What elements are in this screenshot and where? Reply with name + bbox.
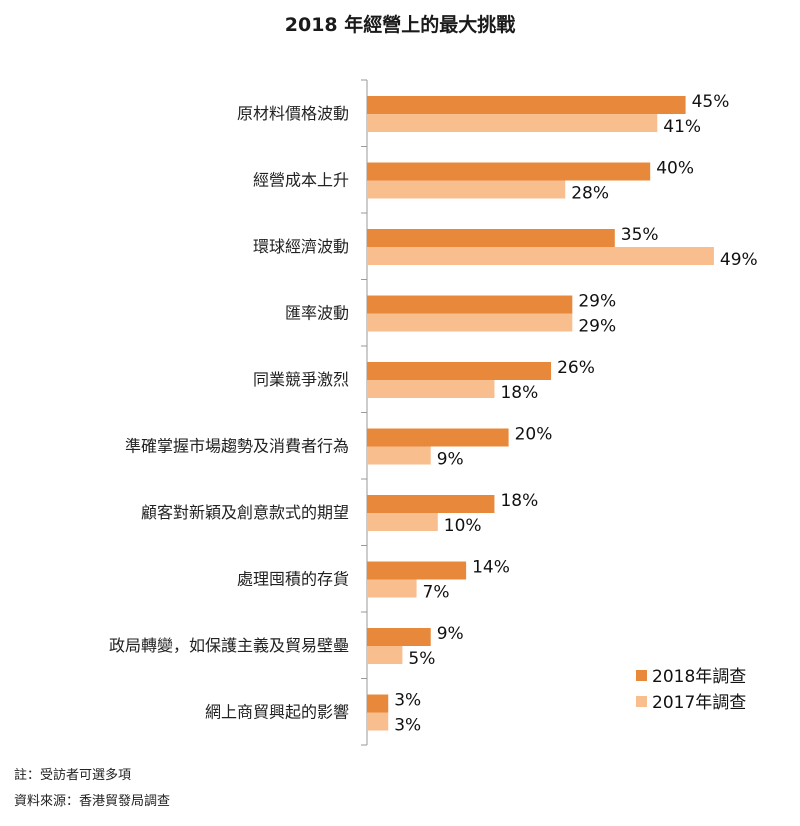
bar-2017: [367, 180, 566, 199]
bar-2017: [367, 247, 714, 265]
data-label: 49%: [720, 250, 758, 270]
bar-2018: [367, 694, 389, 713]
category-label: 環球經濟波動: [253, 237, 349, 256]
bar-2018: [367, 295, 573, 314]
category-label: 顧客對新穎及創意款式的期望: [141, 503, 349, 522]
legend-swatch: [636, 670, 647, 681]
data-label: 26%: [557, 358, 595, 378]
data-label: 14%: [472, 558, 510, 578]
data-label: 3%: [394, 691, 421, 711]
bar-2017: [367, 513, 438, 531]
data-label: 10%: [444, 516, 482, 536]
data-label: 29%: [578, 317, 616, 337]
bar-2017: [367, 646, 403, 664]
bar-2017: [367, 579, 417, 598]
bar-2018: [367, 628, 431, 646]
data-label: 29%: [578, 292, 616, 312]
category-label: 網上商貿興起的影響: [205, 703, 349, 722]
data-label: 5%: [408, 649, 435, 669]
category-label: 匯率波動: [285, 304, 349, 323]
legend-label: 2018年調查: [652, 667, 746, 687]
data-label: 28%: [571, 184, 609, 204]
data-label: 18%: [500, 383, 538, 403]
legend-label: 2017年調查: [652, 693, 746, 713]
bar-2017: [367, 313, 573, 332]
category-label: 經營成本上升: [253, 171, 349, 190]
legend-swatch: [636, 696, 647, 707]
category-label: 政局轉變，如保護主義及貿易壁壘: [109, 636, 349, 655]
bar-2018: [367, 229, 615, 247]
data-label: 45%: [692, 92, 730, 112]
chart-title: 2018 年經營上的最大挑戰: [284, 14, 516, 36]
data-label: 18%: [500, 491, 538, 511]
bar-2018: [367, 428, 509, 447]
data-label: 40%: [656, 159, 694, 179]
category-label: 原材料價格波動: [237, 104, 349, 123]
bar-2017: [367, 446, 431, 465]
data-label: 20%: [515, 425, 553, 445]
data-label: 9%: [437, 450, 464, 470]
data-label: 3%: [394, 716, 421, 736]
data-label: 35%: [621, 225, 659, 245]
bar-2018: [367, 162, 651, 181]
bar-2018: [367, 561, 467, 580]
category-label: 準確掌握市場趨勢及消費者行為: [125, 437, 349, 456]
data-label: 9%: [437, 624, 464, 644]
data-label: 41%: [663, 117, 701, 137]
bar-2018: [367, 495, 495, 513]
bar-2017: [367, 114, 658, 132]
bar-2018: [367, 96, 686, 114]
bar-2017: [367, 712, 389, 731]
bar-2018: [367, 362, 552, 380]
category-label: 同業競爭激烈: [253, 370, 349, 389]
footnote-source: 資料來源：香港貿發局調查: [14, 794, 171, 809]
data-label: 7%: [423, 583, 450, 603]
category-label: 處理囤積的存貨: [237, 570, 349, 589]
bar-2017: [367, 380, 495, 398]
footnote-remark: 註：受訪者可選多項: [14, 768, 132, 783]
